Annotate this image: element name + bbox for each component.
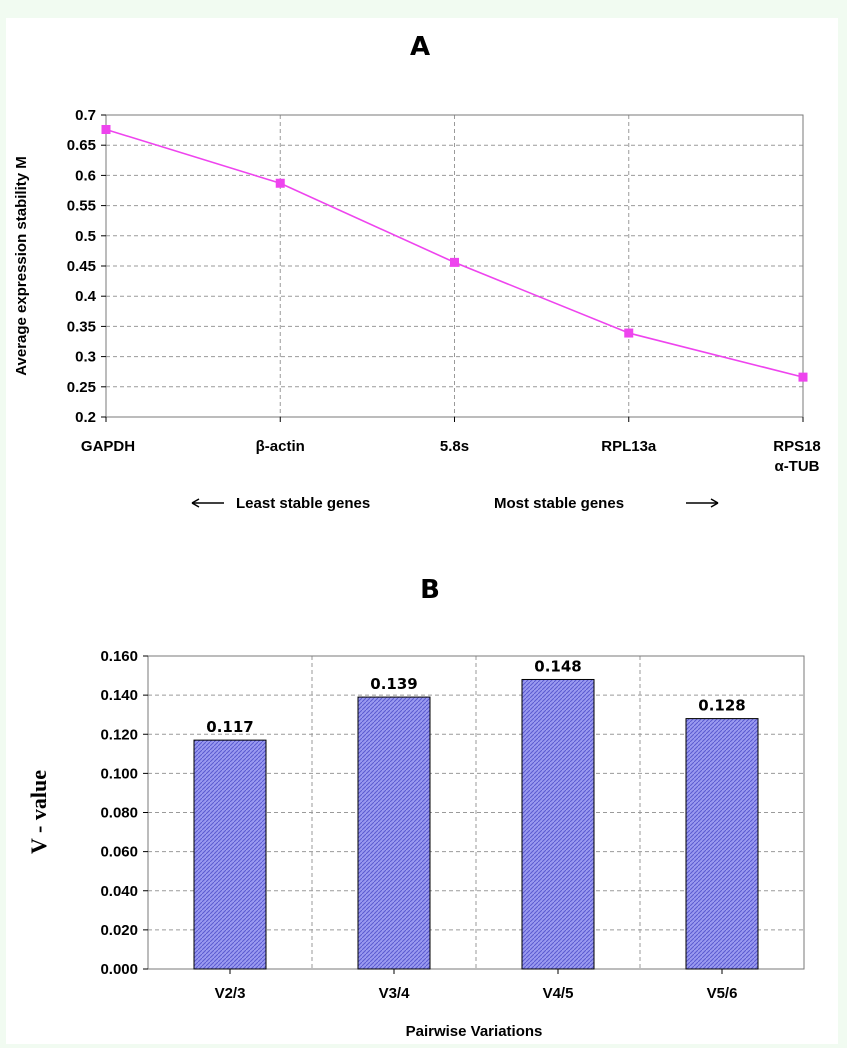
chart-b-bar-value-label: 0.117 [206, 718, 253, 736]
panel-b-label: B [420, 575, 440, 605]
arrow-right-head [710, 498, 719, 508]
chart-b-y-tick-label: 0.060 [100, 844, 138, 861]
chart-b-x-tick-label: V2/3 [215, 985, 246, 1002]
chart-b-y-tick-label: 0.160 [100, 648, 138, 665]
chart-b-bar-value-label: 0.148 [534, 657, 581, 675]
chart-a-y-axis-title: Average expression stability M [13, 156, 30, 376]
annotation-most-stable-text: Most stable genes [494, 495, 624, 512]
chart-a-y-ticks: 0.2 0.25 0.3 0.35 0.4 0.45 0.5 0.55 0.6 0.65 0.7 [67, 107, 106, 426]
chart-b-bar-value-label: 0.139 [370, 675, 417, 693]
annotation-least-stable: Least stable genes [191, 495, 370, 512]
chart-b-bar [193, 739, 267, 970]
chart-a-y-tick-label: 0.5 [75, 228, 96, 245]
chart-a-data-point [275, 178, 285, 188]
panel-a-label: A [410, 32, 430, 62]
chart-b-y-tick-label: 0.100 [100, 765, 138, 782]
chart-b-x-tick-label: V5/6 [707, 985, 738, 1002]
chart-a-x-ticks: GAPDH β-actin 5.8s RPL13a RPS18 [81, 417, 821, 455]
chart-b-bar [521, 678, 595, 970]
chart-a-y-tick-label: 0.4 [75, 288, 97, 305]
chart-a-data-point [624, 328, 634, 338]
chart-b-y-tick-label: 0.040 [100, 883, 138, 900]
chart-b-y-axis-title: V - value [26, 770, 51, 854]
chart-a-x-tick-label: GAPDH [81, 438, 135, 455]
chart-b-y-tick-label: 0.000 [100, 961, 138, 978]
chart-a-data-point [450, 257, 459, 267]
chart-b-y-tick-label: 0.140 [100, 687, 138, 704]
chart-b-bars: 0.117 0.139 0.148 0.128 [193, 657, 759, 970]
chart-a-x-tick-extra: α-TUB [774, 458, 819, 475]
chart-b-x-ticks: V2/3 V3/4 V4/5 V5/6 [215, 969, 738, 1002]
chart-b-x-tick-label: V4/5 [543, 985, 574, 1002]
chart-b-y-ticks: 0.000 0.020 0.040 0.060 0.080 0.100 0.120 0.140… [100, 648, 148, 978]
chart-a-y-tick-label: 0.6 [75, 167, 96, 184]
figure: A 0.2 0.25 0.3 0.35 0.4 0.45 0.5 0.55 0.6 0.65 0.7… [6, 18, 838, 1044]
chart-a-series [101, 124, 808, 382]
chart-a-x-tick-label: RPL13a [601, 438, 657, 455]
arrow-left-head [191, 498, 200, 508]
chart-b-y-tick-label: 0.020 [100, 922, 138, 939]
chart-b-y-tick-label: 0.120 [100, 726, 138, 743]
chart-a-x-tick-label: β-actin [256, 438, 305, 455]
chart-a-y-tick-label: 0.25 [67, 379, 96, 396]
chart-b-x-axis-title: Pairwise Variations [406, 1023, 543, 1040]
chart-a-y-tick-label: 0.45 [67, 258, 96, 275]
chart-a-x-tick-label: 5.8s [440, 438, 469, 455]
chart-a-x-tick-label: RPS18 [773, 438, 821, 455]
chart-b-bar-value-label: 0.128 [698, 697, 745, 715]
chart-a-y-tick-label: 0.55 [67, 198, 96, 215]
annotation-most-stable: Most stable genes [494, 495, 719, 512]
annotation-least-stable-text: Least stable genes [236, 495, 370, 512]
chart-b-x-tick-label: V3/4 [379, 985, 411, 1002]
chart-b-bar [685, 718, 759, 970]
chart-a-data-point [101, 124, 111, 134]
chart-b-y-tick-label: 0.080 [100, 805, 138, 822]
chart-a-y-tick-label: 0.35 [67, 318, 96, 335]
chart-b-bar [357, 696, 431, 970]
chart-a-y-tick-label: 0.7 [75, 107, 96, 124]
chart-a-y-tick-label: 0.2 [75, 409, 96, 426]
chart-a-y-tick-label: 0.65 [67, 137, 96, 154]
chart-a-y-tick-label: 0.3 [75, 349, 96, 366]
chart-a-data-point [798, 372, 808, 382]
figure-svg: A 0.2 0.25 0.3 0.35 0.4 0.45 0.5 0.55 0.6 0.65 0.7… [13, 32, 821, 1040]
